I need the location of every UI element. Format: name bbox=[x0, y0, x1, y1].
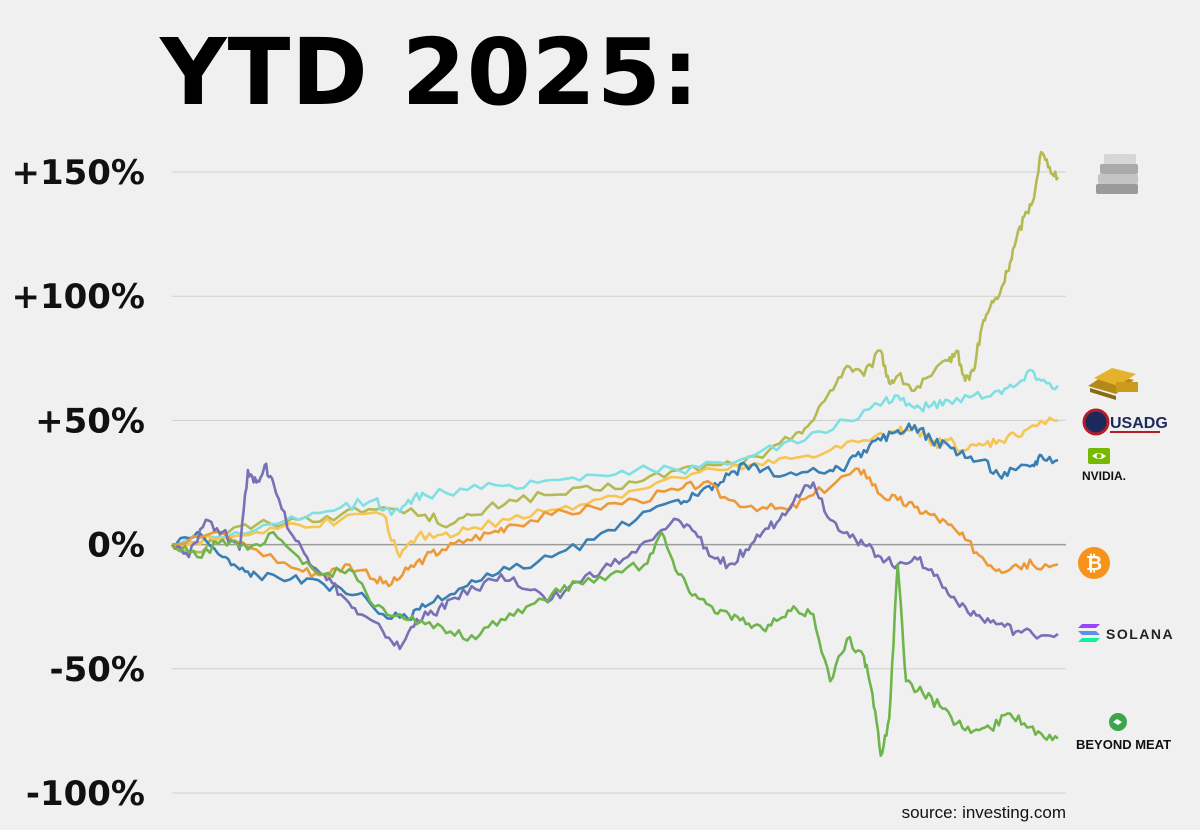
y-tick-label: 0% bbox=[87, 526, 145, 566]
legend-icons: USADG NVIDIA. ₿ SOLANA bbox=[1076, 154, 1174, 752]
series-line-usadg-logo bbox=[171, 416, 1059, 559]
y-tick-label: -50% bbox=[50, 650, 146, 690]
series-line-beyond-meat-logo bbox=[171, 530, 1059, 757]
series-lines bbox=[170, 150, 1060, 757]
series-line-nvidia-logo bbox=[171, 422, 1059, 621]
y-axis-tick-labels: +150% +100% +50% 0% -50% -100% bbox=[11, 153, 145, 814]
svg-text:SOLANA: SOLANA bbox=[1106, 626, 1174, 642]
y-tick-label: +50% bbox=[35, 401, 145, 441]
nvidia-logo-icon: NVIDIA. bbox=[1082, 448, 1126, 483]
y-tick-label: -100% bbox=[26, 774, 145, 814]
svg-text:BEYOND MEAT: BEYOND MEAT bbox=[1076, 737, 1171, 752]
series-line-gold-bars bbox=[171, 368, 1060, 546]
silver-bars-icon bbox=[1096, 154, 1138, 194]
solana-logo-icon: SOLANA bbox=[1078, 624, 1174, 642]
series-line-silver-bars bbox=[171, 150, 1060, 555]
svg-text:USADG: USADG bbox=[1110, 415, 1168, 432]
y-tick-label: +100% bbox=[11, 277, 145, 317]
svg-text:NVIDIA.: NVIDIA. bbox=[1082, 469, 1126, 483]
chart-title: YTD 2025: bbox=[160, 19, 700, 126]
y-tick-label: +150% bbox=[11, 153, 145, 193]
bitcoin-logo-icon: ₿ bbox=[1078, 547, 1110, 579]
series-line-bitcoin-logo bbox=[171, 467, 1059, 588]
svg-text:₿: ₿ bbox=[1086, 553, 1102, 575]
gold-bars-icon bbox=[1088, 368, 1138, 400]
series-line-solana-logo bbox=[170, 462, 1059, 651]
gridlines bbox=[172, 171, 1066, 794]
source-note: source: investing.com bbox=[902, 803, 1066, 822]
beyond-meat-logo-icon: BEYOND MEAT bbox=[1076, 713, 1171, 752]
usadg-logo-icon: USADG bbox=[1082, 408, 1168, 436]
